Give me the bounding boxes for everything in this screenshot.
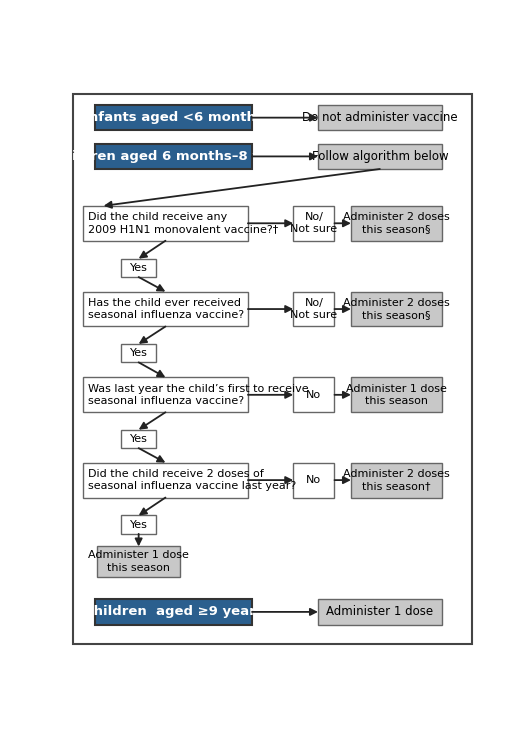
FancyBboxPatch shape <box>293 206 335 241</box>
Text: Administer 2 doses
this season§: Administer 2 doses this season§ <box>343 212 450 234</box>
Text: Did the child receive 2 doses of
seasonal influenza vaccine last year?: Did the child receive 2 doses of seasona… <box>88 469 296 491</box>
Text: Yes: Yes <box>130 434 147 444</box>
FancyBboxPatch shape <box>351 291 442 326</box>
FancyBboxPatch shape <box>318 599 442 624</box>
FancyBboxPatch shape <box>95 105 252 130</box>
Text: Do not administer vaccine: Do not administer vaccine <box>302 111 458 124</box>
Text: Yes: Yes <box>130 348 147 358</box>
Text: Administer 2 doses
this season†: Administer 2 doses this season† <box>343 469 450 491</box>
Text: Follow algorithm below: Follow algorithm below <box>312 150 448 163</box>
FancyBboxPatch shape <box>351 377 442 412</box>
FancyBboxPatch shape <box>293 463 335 498</box>
Text: Administer 2 doses
this season§: Administer 2 doses this season§ <box>343 298 450 320</box>
FancyBboxPatch shape <box>121 430 156 448</box>
FancyBboxPatch shape <box>95 599 252 624</box>
Text: Infants aged <6 months: Infants aged <6 months <box>84 111 263 124</box>
Text: Was last year the child’s first to receive
seasonal influenza vaccine?: Was last year the child’s first to recei… <box>88 384 309 406</box>
FancyBboxPatch shape <box>351 463 442 498</box>
FancyBboxPatch shape <box>83 206 248 241</box>
Text: No: No <box>306 475 321 485</box>
Text: Did the child receive any
2009 H1N1 monovalent vaccine?†: Did the child receive any 2009 H1N1 mono… <box>88 212 278 234</box>
Text: Administer 1 dose
this season: Administer 1 dose this season <box>88 550 189 573</box>
Text: No: No <box>306 390 321 400</box>
Text: Children  aged ≥9 years: Children aged ≥9 years <box>84 605 263 618</box>
Text: No/
Not sure: No/ Not sure <box>290 212 337 234</box>
Text: Yes: Yes <box>130 520 147 530</box>
FancyBboxPatch shape <box>318 144 442 169</box>
FancyBboxPatch shape <box>351 206 442 241</box>
FancyBboxPatch shape <box>121 258 156 277</box>
FancyBboxPatch shape <box>83 291 248 326</box>
FancyBboxPatch shape <box>318 105 442 130</box>
FancyBboxPatch shape <box>293 377 335 412</box>
FancyBboxPatch shape <box>83 463 248 498</box>
Text: Children aged 6 months–8 years: Children aged 6 months–8 years <box>53 150 294 163</box>
Text: Administer 1 dose
this season: Administer 1 dose this season <box>346 384 447 406</box>
FancyBboxPatch shape <box>97 547 180 577</box>
FancyBboxPatch shape <box>121 344 156 362</box>
Text: Yes: Yes <box>130 263 147 273</box>
Text: Administer 1 dose: Administer 1 dose <box>326 605 434 618</box>
FancyBboxPatch shape <box>121 515 156 534</box>
Text: No/
Not sure: No/ Not sure <box>290 298 337 320</box>
FancyBboxPatch shape <box>83 377 248 412</box>
Text: Has the child ever received
seasonal influenza vaccine?: Has the child ever received seasonal inf… <box>88 298 244 320</box>
FancyBboxPatch shape <box>95 144 252 169</box>
FancyBboxPatch shape <box>293 291 335 326</box>
